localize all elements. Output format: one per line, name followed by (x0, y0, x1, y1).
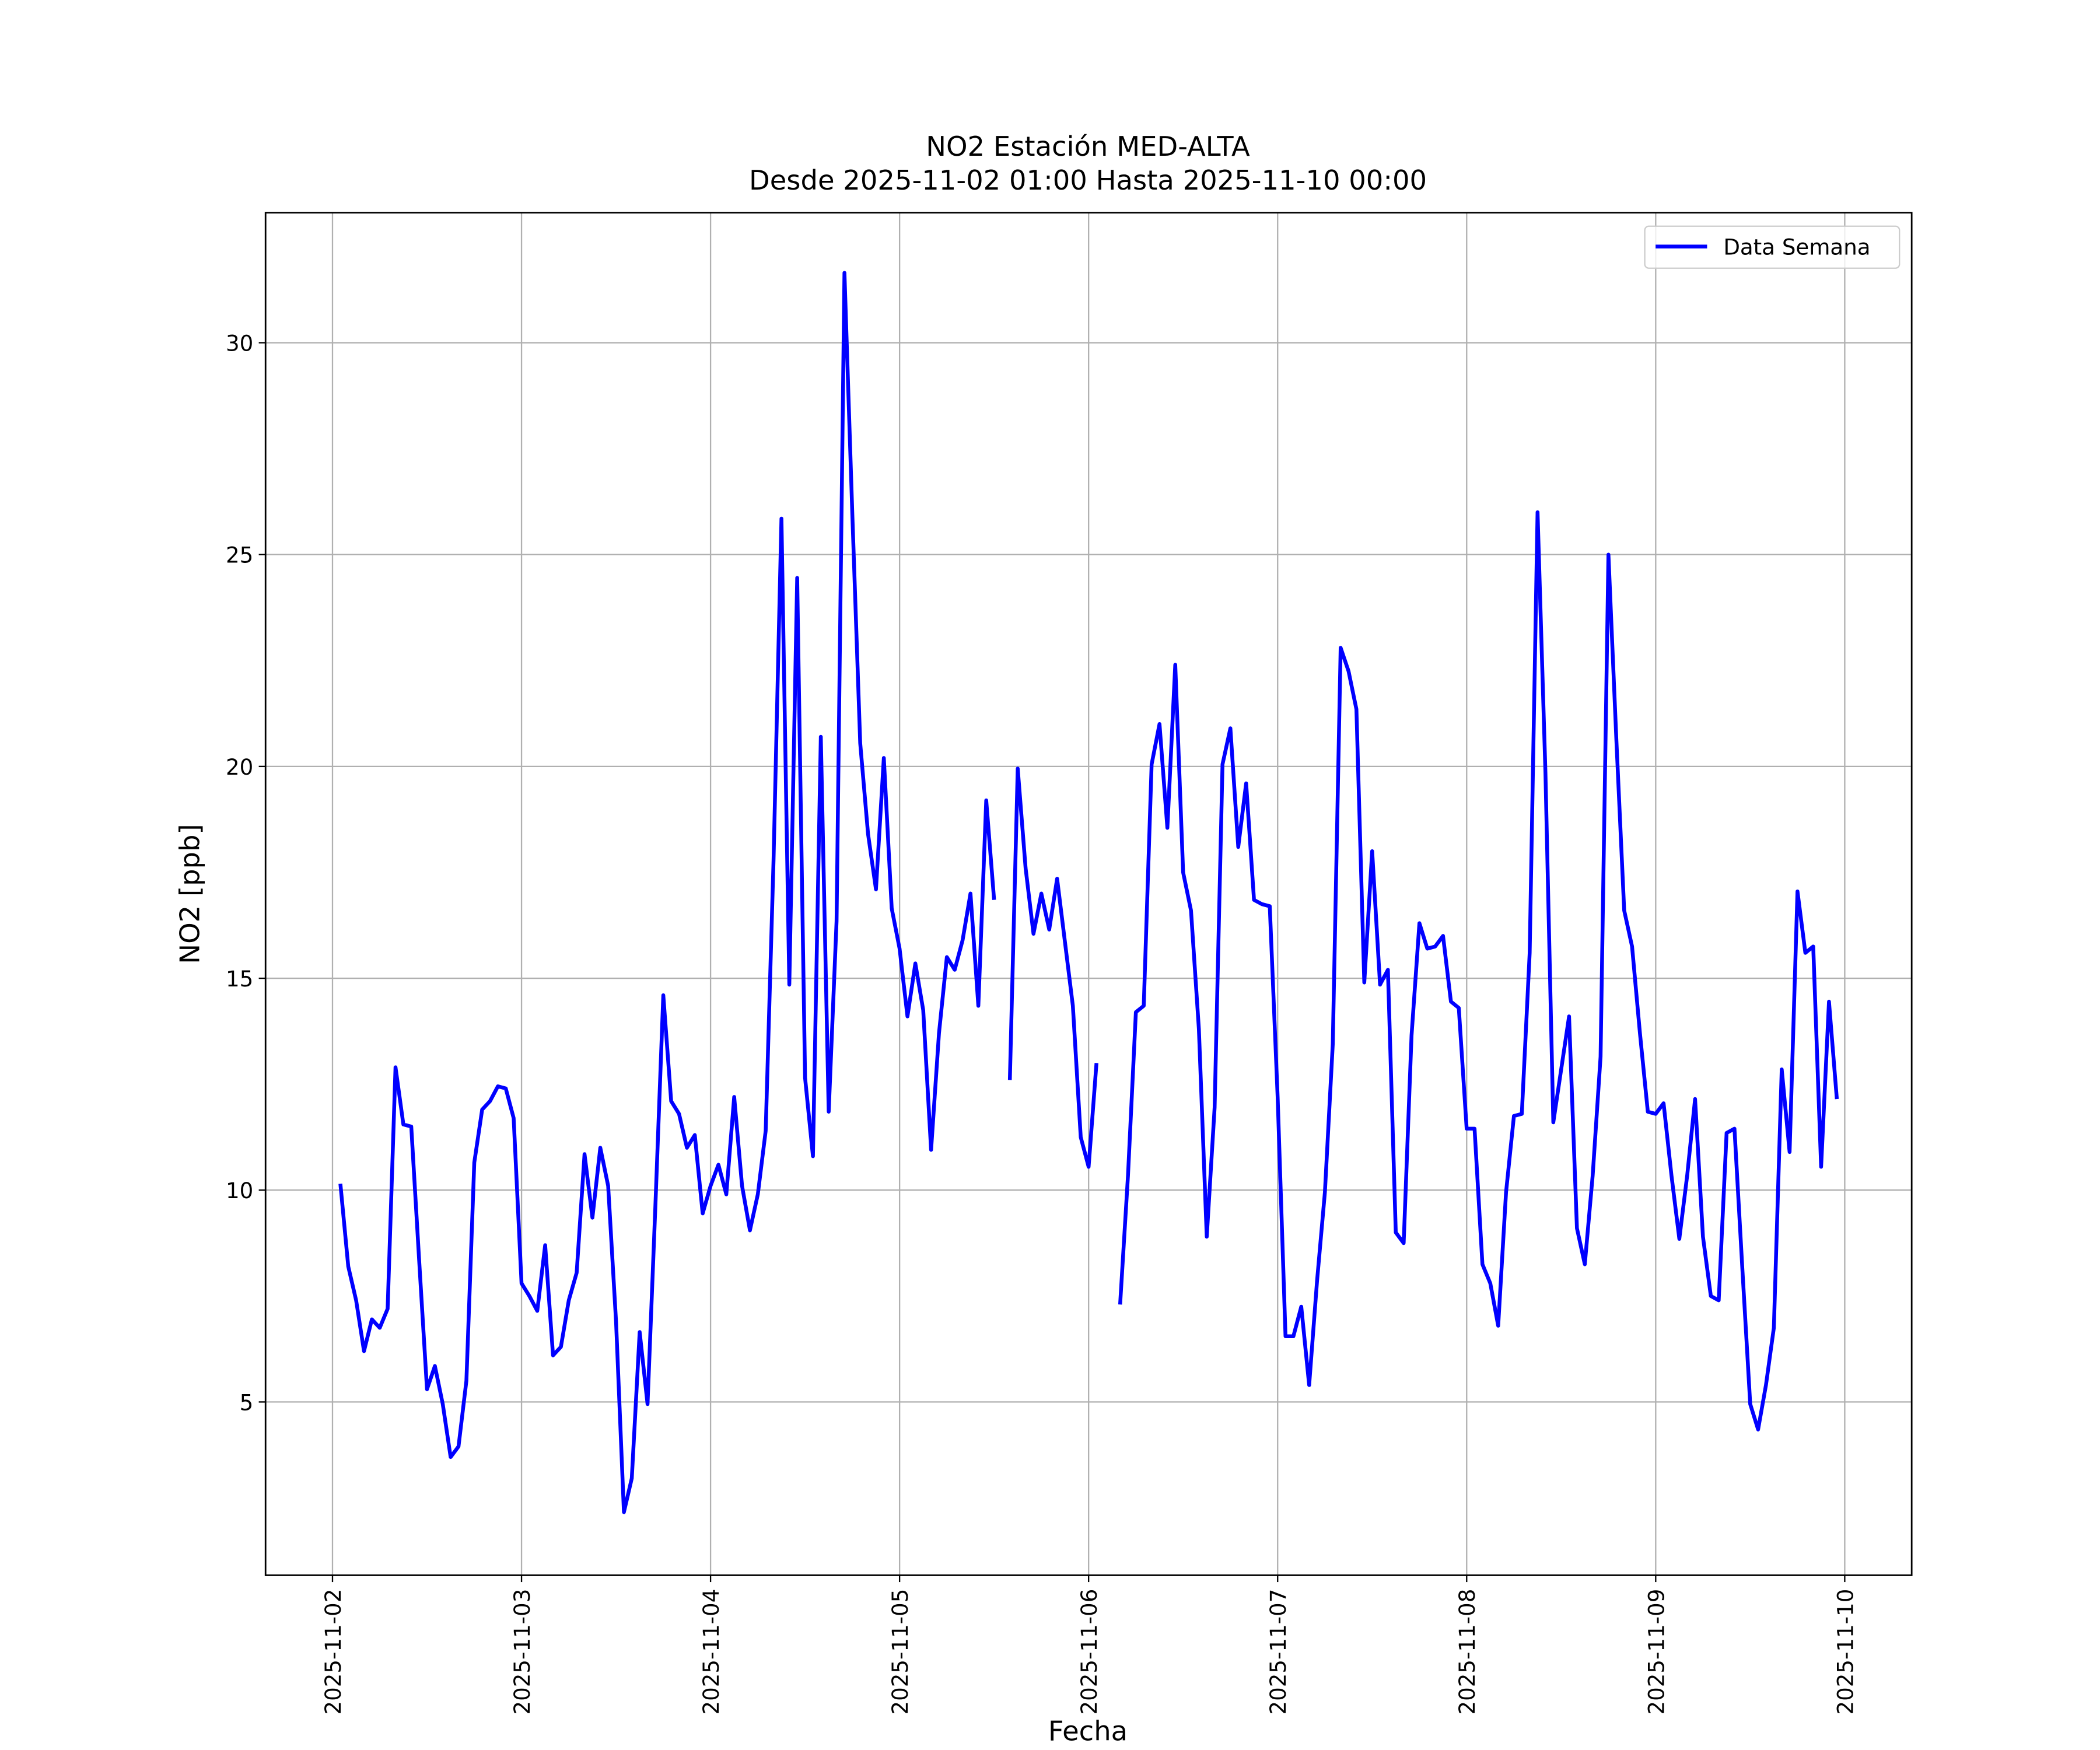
x-tick-label: 2025-11-07 (1266, 1589, 1291, 1715)
x-tick-label: 2025-11-02 (321, 1589, 346, 1715)
plot-frame (264, 212, 1913, 1576)
y-tick-label: 25 (226, 543, 253, 568)
y-tick-label: 5 (240, 1390, 254, 1415)
x-tick-label: 2025-11-09 (1644, 1589, 1669, 1715)
y-axis-label: NO2 [ppb] (174, 824, 205, 964)
x-tick-label: 2025-11-06 (1077, 1589, 1102, 1715)
y-tick-label: 15 (226, 967, 253, 992)
y-tick-label: 10 (226, 1178, 253, 1203)
y-tick-label: 30 (226, 331, 253, 356)
x-tick-label: 2025-11-08 (1455, 1589, 1480, 1715)
legend-label: Data Semana (1723, 235, 1870, 260)
y-tick-label: 20 (226, 755, 253, 780)
x-axis-label: Fecha (1048, 1716, 1128, 1747)
x-tick-label: 2025-11-10 (1833, 1589, 1858, 1715)
x-tick-label: 2025-11-04 (699, 1589, 724, 1715)
x-tick-label: 2025-11-03 (510, 1589, 535, 1715)
data-line (338, 271, 1839, 1514)
x-tick-label: 2025-11-05 (888, 1589, 913, 1715)
chart-subtitle: Desde 2025-11-02 01:00 Hasta 2025-11-10 … (749, 164, 1427, 196)
chart-title: NO2 Estación MED-ALTA (926, 131, 1250, 162)
legend-box (1644, 225, 1901, 269)
